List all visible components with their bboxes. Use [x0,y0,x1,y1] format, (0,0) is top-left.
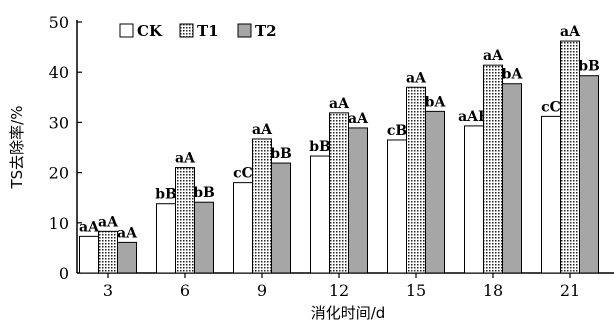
bar-ck-15 [387,139,407,274]
x-tick-label: 6 [180,281,190,300]
bar-label: bB [578,59,600,75]
bar-label: bB [309,139,331,155]
bar-label: bB [270,146,292,162]
bar-label: aA [483,48,504,64]
bar-t1-18 [483,64,503,274]
bar-label: aA [79,219,100,235]
bar-ck-3 [79,235,99,274]
bar-t2-18 [502,83,522,274]
bar-t1-9 [252,138,272,274]
bar-label: bB [193,185,215,201]
bar-t1-12 [329,112,349,274]
bar-ck-21 [541,115,561,274]
bar-label: cC [541,99,561,115]
bar-ck-9 [233,182,253,274]
y-tick-label: 50 [49,13,69,32]
x-tick-label: 21 [560,281,580,300]
bar-label: aA [406,70,427,86]
y-tick-label: 30 [49,113,69,132]
bar-t1-15 [406,86,426,274]
bar-label: bB [155,187,177,203]
bar-label: aAB [458,109,490,125]
x-tick-label: 18 [483,281,503,300]
legend-label: T1 [197,22,219,40]
y-tick-label: 40 [49,63,69,82]
bar-label: cB [387,123,408,139]
bar-t2-9 [271,162,291,274]
axes: 0 10 20 30 40 50 3 6 9 12 15 18 21 [49,13,614,300]
bar-t2-12 [348,127,368,274]
legend-label: T2 [255,22,277,40]
x-tick-label: 3 [103,281,113,300]
legend-label: CK [137,22,163,40]
bar-t1-21 [560,40,580,274]
bar-label: aA [252,122,273,138]
bar-label: aA [98,214,119,230]
bar-label: bA [425,94,447,110]
bar-label: aA [329,96,350,112]
bar-label: aA [117,225,138,241]
bar-label: cC [233,166,253,182]
legend-swatch [119,23,134,38]
bar-label: bA [502,67,524,83]
bar-t1-6 [175,167,195,274]
y-tick-label: 20 [49,164,69,183]
x-tick-label: 15 [406,281,426,300]
bar-t2-3 [117,241,137,274]
bar-ck-18 [464,125,484,274]
x-tick-label: 12 [329,281,349,300]
bar-ck-6 [156,203,176,274]
bar-label: aA [348,111,369,127]
legend-swatch [237,23,252,38]
y-tick-label: 0 [59,264,69,283]
bar-label: aA [175,151,196,167]
bar-t2-15 [425,110,445,274]
y-tick-label: 10 [49,214,69,233]
y-axis-title: TS去除率/% [8,106,26,190]
bar-ck-12 [310,155,330,274]
bar-t2-6 [194,201,214,274]
bar-label: aA [560,24,581,40]
x-tick-label: 9 [257,281,267,300]
legend: CK T1 T2 [119,22,277,40]
bar-t1-3 [98,230,118,274]
bars: aAbBcCbBcBaABcCaAaAaAaAaAaAaAaAbBbBaAbAb… [79,24,600,274]
bar-t2-21 [579,75,599,274]
x-axis-title: 消化时间/d [311,304,386,322]
legend-swatch [179,23,194,38]
